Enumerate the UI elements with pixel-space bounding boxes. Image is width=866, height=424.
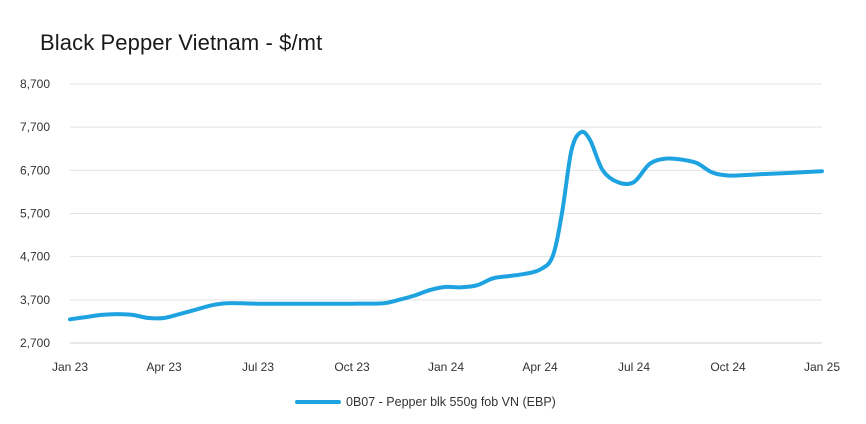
chart-title: Black Pepper Vietnam - $/mt bbox=[40, 30, 323, 55]
x-tick-label: Oct 23 bbox=[334, 360, 370, 374]
legend-label: 0B07 - Pepper blk 550g fob VN (EBP) bbox=[346, 395, 556, 409]
x-tick-label: Jan 23 bbox=[52, 360, 88, 374]
x-tick-label: Jan 25 bbox=[804, 360, 840, 374]
y-tick-label: 5,700 bbox=[20, 207, 50, 221]
y-tick-label: 8,700 bbox=[20, 77, 50, 91]
x-tick-label: Apr 24 bbox=[522, 360, 558, 374]
y-tick-label: 6,700 bbox=[20, 163, 50, 177]
x-tick-label: Oct 24 bbox=[710, 360, 746, 374]
y-tick-label: 3,700 bbox=[20, 293, 50, 307]
x-tick-label: Jan 24 bbox=[428, 360, 464, 374]
series-line bbox=[68, 129, 824, 322]
x-tick-label: Apr 23 bbox=[146, 360, 182, 374]
x-tick-label: Jul 24 bbox=[618, 360, 650, 374]
y-tick-label: 2,700 bbox=[20, 336, 50, 350]
x-tick-label: Jul 23 bbox=[242, 360, 274, 374]
y-tick-label: 4,700 bbox=[20, 250, 50, 264]
y-tick-label: 7,700 bbox=[20, 120, 50, 134]
